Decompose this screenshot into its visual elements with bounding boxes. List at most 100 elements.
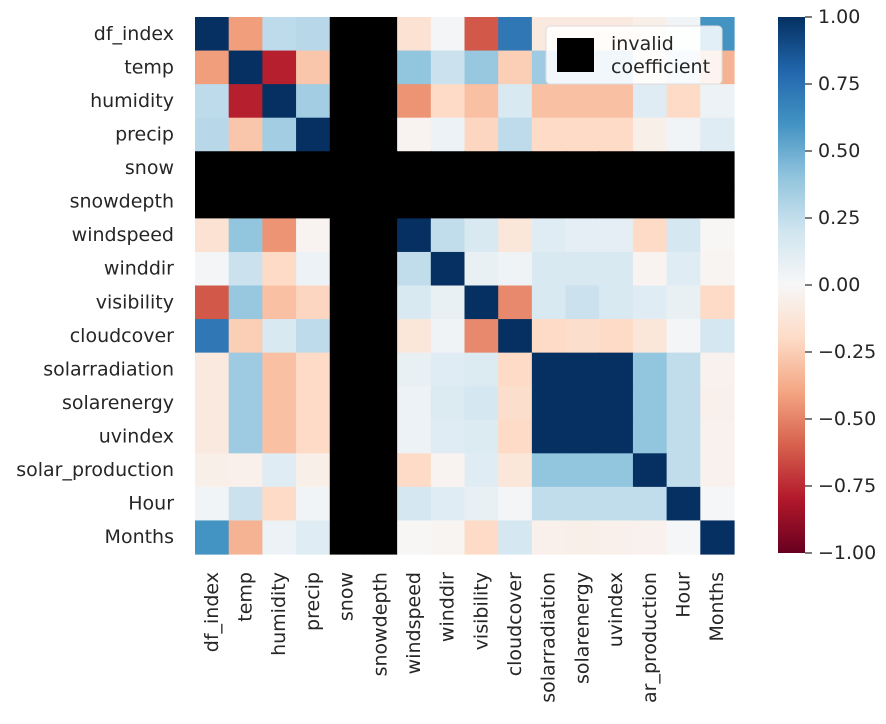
x-tick-label: ar_production bbox=[639, 572, 661, 703]
heatmap-cell bbox=[262, 453, 297, 488]
heatmap-cell bbox=[464, 319, 499, 354]
heatmap-cell bbox=[228, 285, 263, 320]
heatmap-cell bbox=[531, 520, 567, 555]
heatmap-cell bbox=[363, 453, 398, 488]
heatmap-cell bbox=[195, 285, 230, 320]
heatmap-cell bbox=[296, 453, 331, 488]
heatmap-cell bbox=[228, 184, 263, 219]
heatmap-cell bbox=[700, 285, 735, 320]
heatmap-cell bbox=[397, 17, 432, 52]
heatmap-cell bbox=[700, 184, 735, 219]
legend-label-line-1: invalid bbox=[611, 33, 674, 55]
y-tick-label: cloudcover bbox=[70, 325, 174, 347]
heatmap-cell bbox=[464, 352, 499, 387]
y-tick-label: uvindex bbox=[99, 426, 174, 448]
heatmap-cell bbox=[397, 251, 432, 287]
heatmap-cells bbox=[195, 17, 735, 555]
legend-label-line-2: coefficient bbox=[611, 56, 710, 78]
heatmap-cell bbox=[195, 184, 230, 219]
heatmap-cell bbox=[228, 453, 263, 488]
y-tick-label: Months bbox=[105, 526, 174, 548]
heatmap-cell bbox=[228, 520, 263, 555]
heatmap-cell bbox=[632, 251, 668, 287]
heatmap-cell bbox=[599, 151, 634, 186]
heatmap-cell bbox=[296, 151, 331, 186]
y-tick-label: windspeed bbox=[72, 224, 174, 246]
heatmap-cell bbox=[195, 386, 230, 421]
heatmap-cell bbox=[632, 319, 668, 354]
heatmap-cell bbox=[397, 386, 432, 421]
heatmap-cell bbox=[329, 184, 365, 219]
y-tick-label: df_index bbox=[94, 23, 174, 45]
heatmap-cell bbox=[599, 184, 634, 219]
x-tick-label: Hour bbox=[672, 572, 694, 618]
heatmap-cell bbox=[531, 151, 567, 186]
y-tick-label: solarenergy bbox=[62, 392, 174, 414]
heatmap-cell bbox=[632, 84, 668, 119]
heatmap-cell bbox=[666, 453, 701, 488]
heatmap-cell bbox=[700, 117, 735, 152]
heatmap-cell bbox=[430, 151, 466, 186]
heatmap-cell bbox=[632, 419, 668, 454]
heatmap-cell bbox=[531, 486, 567, 522]
heatmap-cell bbox=[666, 386, 701, 421]
heatmap-cell bbox=[599, 386, 634, 421]
heatmap-cell bbox=[329, 251, 365, 287]
heatmap-cell bbox=[666, 84, 701, 119]
heatmap-cell bbox=[565, 520, 600, 555]
heatmap-cell bbox=[296, 419, 331, 454]
heatmap-cell bbox=[228, 151, 263, 186]
heatmap-cell bbox=[262, 117, 297, 152]
heatmap-cell bbox=[700, 453, 735, 488]
heatmap-cell bbox=[296, 386, 331, 421]
heatmap-cell bbox=[464, 84, 499, 119]
heatmap-cell bbox=[498, 453, 533, 488]
heatmap-cell bbox=[666, 117, 701, 152]
heatmap-cell bbox=[228, 17, 263, 52]
heatmap-cell bbox=[329, 386, 365, 421]
colorbar-tick-label: −0.75 bbox=[818, 475, 876, 497]
heatmap-cell bbox=[632, 184, 668, 219]
heatmap-cell bbox=[700, 520, 735, 555]
x-tick-label: snowdepth bbox=[369, 572, 391, 676]
heatmap-cell bbox=[464, 386, 499, 421]
heatmap-cell bbox=[195, 319, 230, 354]
heatmap-cell bbox=[397, 117, 432, 152]
x-tick-label: Months bbox=[706, 572, 728, 641]
heatmap-cell bbox=[498, 319, 533, 354]
heatmap-cell bbox=[228, 386, 263, 421]
heatmap-cell bbox=[329, 151, 365, 186]
heatmap-cell bbox=[430, 17, 466, 52]
heatmap-cell bbox=[498, 50, 533, 85]
heatmap-cell bbox=[599, 520, 634, 555]
heatmap-cell bbox=[498, 419, 533, 454]
heatmap-cell bbox=[262, 520, 297, 555]
heatmap-cell bbox=[195, 453, 230, 488]
heatmap-cell bbox=[397, 50, 432, 85]
y-tick-label: winddir bbox=[104, 258, 174, 280]
heatmap-cell bbox=[599, 285, 634, 320]
legend: invalid coefficient bbox=[545, 25, 723, 85]
heatmap-cell bbox=[531, 386, 567, 421]
colorbar-tick-label: 1.00 bbox=[818, 6, 860, 28]
heatmap-cell bbox=[228, 419, 263, 454]
heatmap-cell bbox=[531, 352, 567, 387]
heatmap-cell bbox=[464, 453, 499, 488]
heatmap-cell bbox=[430, 419, 466, 454]
heatmap-cell bbox=[329, 486, 365, 522]
heatmap-cell bbox=[329, 285, 365, 320]
heatmap-cell bbox=[397, 520, 432, 555]
heatmap-cell bbox=[363, 151, 398, 186]
y-tick-label: Hour bbox=[128, 493, 174, 515]
heatmap-cell bbox=[531, 453, 567, 488]
heatmap-cell bbox=[599, 117, 634, 152]
heatmap-cell bbox=[262, 486, 297, 522]
heatmap-cell bbox=[599, 419, 634, 454]
heatmap-cell bbox=[228, 319, 263, 354]
heatmap-cell bbox=[565, 84, 600, 119]
heatmap-cell bbox=[498, 486, 533, 522]
heatmap-cell bbox=[262, 251, 297, 287]
heatmap-cell bbox=[464, 218, 499, 253]
heatmap-cell bbox=[666, 520, 701, 555]
